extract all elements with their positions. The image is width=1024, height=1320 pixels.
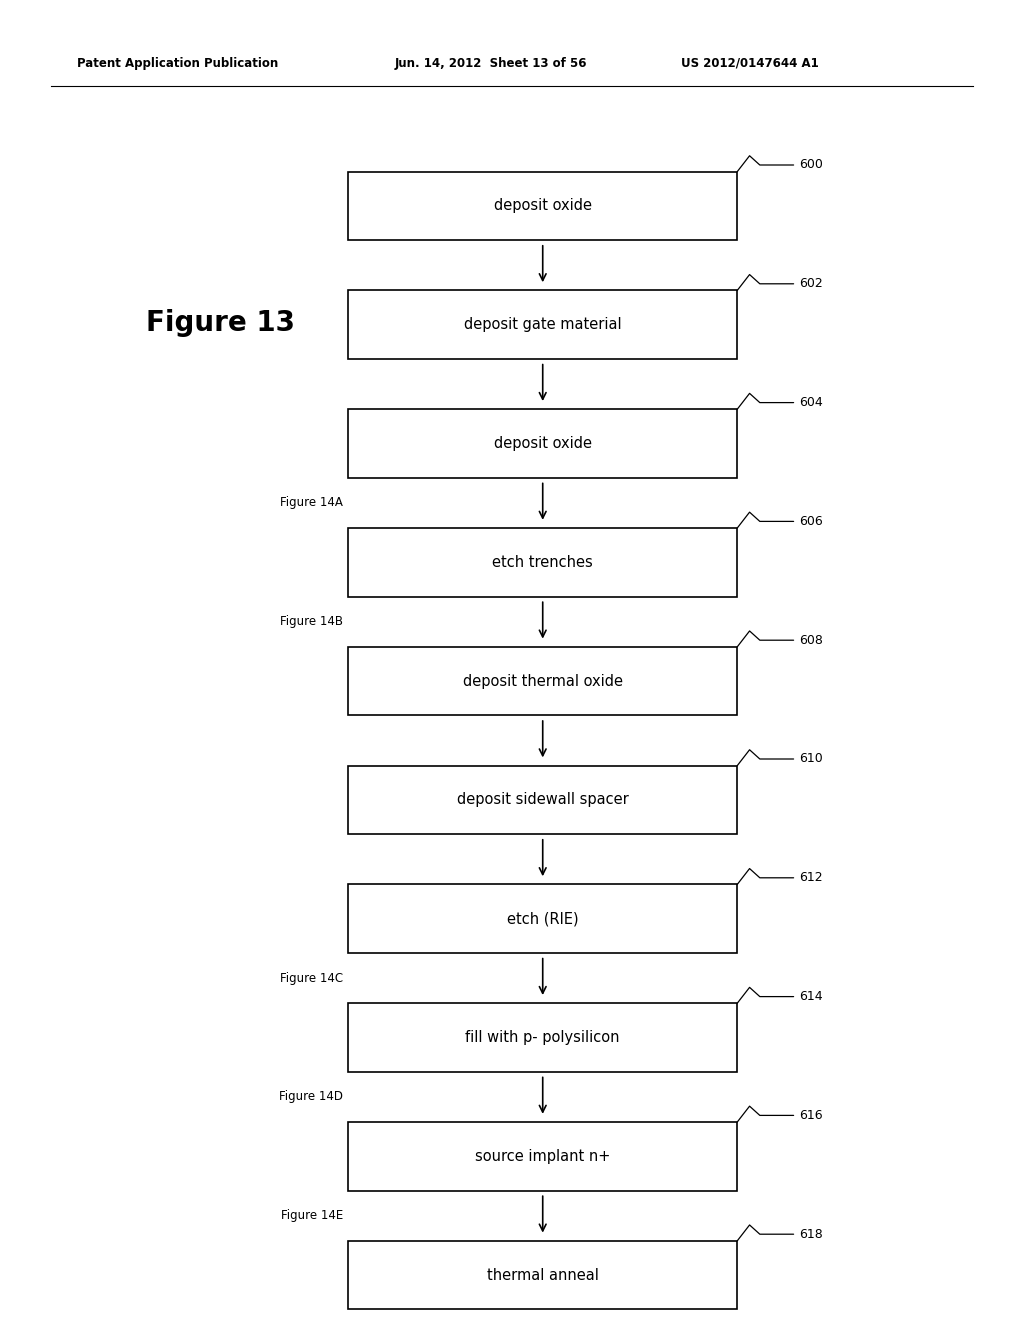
Text: Figure 14E: Figure 14E <box>281 1209 343 1222</box>
Text: 602: 602 <box>799 277 822 290</box>
Bar <box>348 1122 737 1191</box>
Bar <box>348 884 737 953</box>
Text: 604: 604 <box>799 396 822 409</box>
Text: 606: 606 <box>799 515 822 528</box>
Bar <box>348 409 737 478</box>
Text: deposit gate material: deposit gate material <box>464 317 622 333</box>
Text: Figure 14B: Figure 14B <box>280 615 343 628</box>
Text: Jun. 14, 2012  Sheet 13 of 56: Jun. 14, 2012 Sheet 13 of 56 <box>394 57 587 70</box>
Text: Patent Application Publication: Patent Application Publication <box>77 57 279 70</box>
Bar <box>348 290 737 359</box>
Text: 616: 616 <box>799 1109 822 1122</box>
Bar <box>348 172 737 240</box>
Text: 610: 610 <box>799 752 822 766</box>
Text: source implant n+: source implant n+ <box>475 1148 610 1164</box>
Bar <box>348 766 737 834</box>
Text: deposit oxide: deposit oxide <box>494 198 592 214</box>
Text: 612: 612 <box>799 871 822 884</box>
Text: deposit oxide: deposit oxide <box>494 436 592 451</box>
Text: etch trenches: etch trenches <box>493 554 593 570</box>
Text: etch (RIE): etch (RIE) <box>507 911 579 927</box>
Bar <box>348 1241 737 1309</box>
Text: Figure 13: Figure 13 <box>145 309 295 338</box>
Text: deposit sidewall spacer: deposit sidewall spacer <box>457 792 629 808</box>
Text: 600: 600 <box>799 158 822 172</box>
Text: 618: 618 <box>799 1228 822 1241</box>
Text: 614: 614 <box>799 990 822 1003</box>
Bar <box>348 1003 737 1072</box>
Text: Figure 14D: Figure 14D <box>279 1090 343 1104</box>
Text: thermal anneal: thermal anneal <box>486 1267 599 1283</box>
Text: Figure 14A: Figure 14A <box>281 496 343 510</box>
Bar <box>348 528 737 597</box>
Text: US 2012/0147644 A1: US 2012/0147644 A1 <box>681 57 819 70</box>
Text: Figure 14C: Figure 14C <box>280 972 343 985</box>
Text: deposit thermal oxide: deposit thermal oxide <box>463 673 623 689</box>
Bar <box>348 647 737 715</box>
Text: fill with p- polysilicon: fill with p- polysilicon <box>466 1030 620 1045</box>
Text: 608: 608 <box>799 634 822 647</box>
